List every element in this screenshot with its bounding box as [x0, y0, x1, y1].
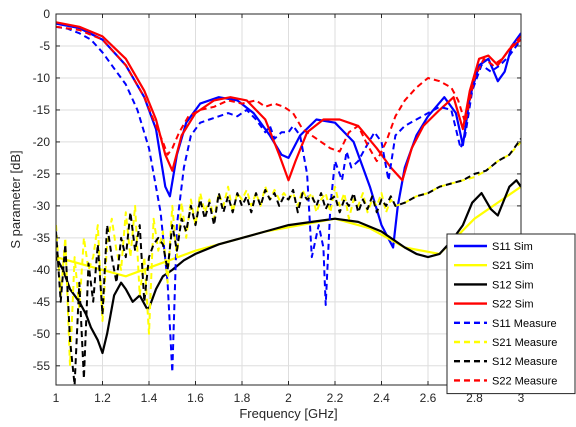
legend-label-s11-measure: S11 Measure	[492, 318, 557, 330]
x-tick-label: 1.6	[187, 391, 204, 405]
series-layer	[56, 21, 521, 385]
y-tick-label: -30	[33, 199, 51, 213]
legend: S11 Sim S21 Sim S12 Sim S22 Sim S11 Measure S…	[446, 233, 576, 395]
x-tick-label: 1.4	[141, 391, 158, 405]
y-tick-label: -15	[33, 103, 51, 117]
legend-label-s12-sim: S12 Sim	[492, 279, 534, 291]
x-tick-label: 2.2	[327, 391, 344, 405]
x-tick-label: 1.2	[94, 391, 111, 405]
x-tick-label: 2	[285, 391, 292, 405]
y-tick-label: -35	[33, 231, 51, 245]
x-tick-label: 1.8	[234, 391, 251, 405]
y-tick-label: -50	[33, 327, 51, 341]
series-line-s12-measure	[56, 138, 521, 385]
axis-ticks: 1 1.2 1.4 1.6 1.8 2 2.2 2.4 2.6 2.8 3 0 -5 -10 -15 -20 -…	[33, 7, 525, 405]
legend-label-s22-measure: S22 Measure	[492, 375, 557, 387]
y-tick-label: -20	[33, 135, 51, 149]
legend-label-s21-sim: S21 Sim	[492, 260, 534, 272]
legend-box	[446, 233, 576, 395]
x-tick-label: 2.4	[373, 391, 390, 405]
x-tick-label: 2.8	[466, 391, 483, 405]
x-tick-label: 1	[53, 391, 60, 405]
legend-label-s22-sim: S22 Sim	[492, 299, 534, 311]
legend-label-s12-measure: S12 Measure	[492, 356, 557, 368]
legend-label-s11-sim: S11 Sim	[492, 241, 533, 253]
y-tick-label: -45	[33, 295, 51, 309]
x-axis-label: Frequency [GHz]	[239, 406, 337, 421]
y-tick-label: -25	[33, 167, 51, 181]
series-line-s21-measure	[56, 141, 521, 367]
x-tick-label: 2.6	[420, 391, 437, 405]
series-line-s11-measure	[56, 25, 521, 374]
y-tick-label: -40	[33, 263, 51, 277]
y-axis-label: S parameter [dB]	[8, 150, 23, 248]
series-line-s12-sim	[56, 179, 521, 355]
legend-label-s21-measure: S21 Measure	[492, 337, 557, 349]
y-tick-label: -55	[33, 359, 51, 373]
series-line-s22-measure	[56, 25, 521, 163]
y-tick-label: -5	[39, 39, 50, 53]
y-tick-label: 0	[43, 7, 50, 21]
x-tick-label: 3	[518, 391, 525, 405]
y-tick-label: -10	[33, 71, 51, 85]
